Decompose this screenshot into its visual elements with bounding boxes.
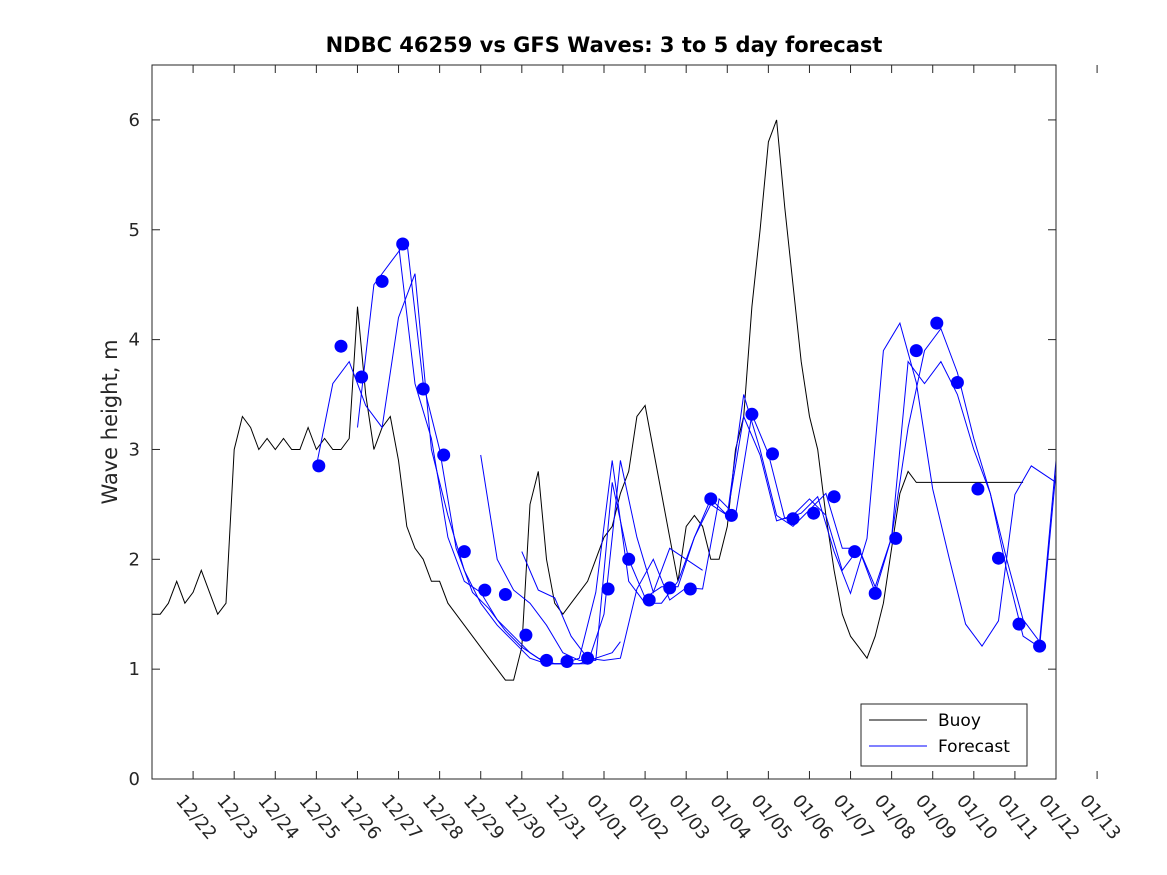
forecast-point xyxy=(992,551,1005,565)
forecast-point xyxy=(334,339,348,353)
forecast-point xyxy=(889,531,903,545)
forecast-point xyxy=(540,653,553,667)
forecast-point xyxy=(457,545,471,559)
y-tick-label: 1 xyxy=(129,659,140,680)
forecast-point xyxy=(827,490,841,504)
forecast-point xyxy=(622,552,636,566)
forecast-point xyxy=(683,582,697,596)
forecast-point xyxy=(437,448,451,462)
y-tick-label: 4 xyxy=(129,330,140,351)
forecast-point xyxy=(868,586,882,600)
forecast-point xyxy=(848,545,862,559)
forecast-point xyxy=(478,583,492,597)
legend-label-forecast: Forecast xyxy=(938,737,1010,757)
forecast-point xyxy=(355,370,369,384)
forecast-markers xyxy=(312,237,1047,668)
chart-title: NDBC 46259 vs GFS Waves: 3 to 5 day fore… xyxy=(326,33,883,57)
forecast-point xyxy=(601,582,615,596)
forecast-point xyxy=(807,506,821,520)
forecast-point xyxy=(745,407,759,421)
forecast-point xyxy=(724,508,738,522)
legend-label-buoy: Buoy xyxy=(938,711,981,731)
forecast-point xyxy=(312,459,326,473)
forecast-point xyxy=(560,655,574,668)
plot-frame xyxy=(151,64,1057,780)
legend: Buoy Forecast xyxy=(860,703,1028,767)
y-tick-label: 3 xyxy=(129,439,140,460)
forecast-point xyxy=(642,593,656,607)
series-line-buoy xyxy=(152,119,1024,681)
forecast-point xyxy=(581,651,595,665)
y-axis-label: Wave height, m xyxy=(98,339,122,504)
plot-area xyxy=(152,65,1056,779)
legend-box xyxy=(860,703,1028,767)
forecast-point xyxy=(1012,617,1026,631)
series-line-forecast-4 xyxy=(480,360,1056,661)
forecast-point xyxy=(786,512,800,526)
forecast-point xyxy=(519,628,533,642)
forecast-point xyxy=(930,316,944,330)
y-tick-label: 6 xyxy=(129,110,140,131)
forecast-point xyxy=(498,588,512,601)
y-tick-label: 5 xyxy=(129,220,140,241)
forecast-point xyxy=(663,581,677,595)
forecast-point xyxy=(766,447,779,461)
forecast-point xyxy=(971,482,985,496)
forecast-point xyxy=(909,344,923,358)
forecast-point xyxy=(1033,639,1047,653)
forecast-point xyxy=(396,237,410,251)
y-tick-label: 0 xyxy=(129,769,140,790)
forecast-point xyxy=(704,492,718,506)
forecast-point xyxy=(950,376,964,389)
forecast-point xyxy=(416,382,430,396)
forecast-point xyxy=(375,274,389,288)
y-tick-label: 2 xyxy=(129,549,140,570)
